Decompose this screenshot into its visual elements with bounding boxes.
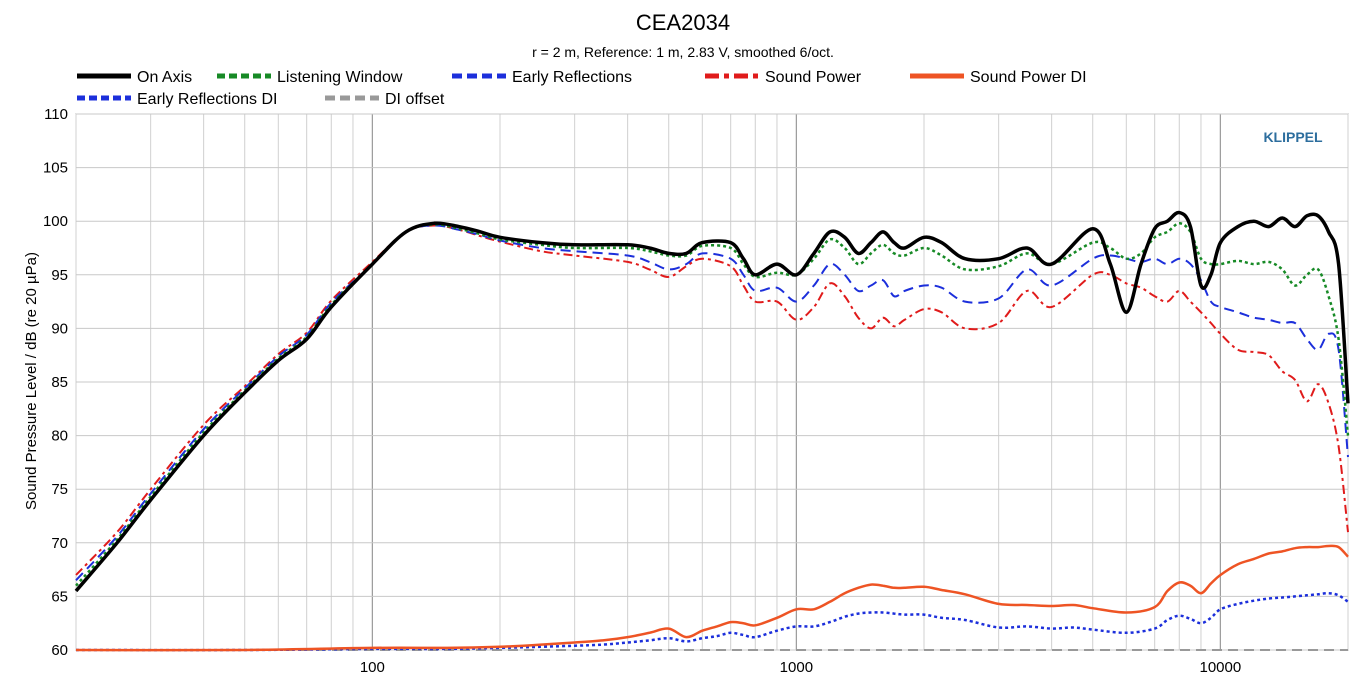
y-tick-label: 70	[51, 535, 68, 552]
x-ticks: 100 1000 10000	[360, 659, 1241, 676]
legend-item-early-reflections-di: Early Reflections DI	[77, 91, 278, 108]
legend-item-sound-power-di: Sound Power DI	[910, 69, 1087, 86]
y-ticks: 60 65 70 75 80 85 90 95 100 105 110	[43, 106, 68, 659]
legend-label: DI offset	[385, 91, 445, 108]
grid	[75, 113, 1349, 651]
series-group	[74, 210, 1350, 652]
legend-label: Early Reflections DI	[137, 91, 278, 108]
legend-label: Listening Window	[277, 69, 403, 86]
y-tick-label: 110	[44, 106, 68, 123]
series-line-sound-power-di	[75, 544, 1349, 652]
x-tick-label: 1000	[780, 659, 813, 676]
series-line-sound-power	[75, 224, 1349, 576]
legend-label: Early Reflections	[512, 69, 632, 86]
legend-item-early-reflections: Early Reflections	[452, 69, 632, 86]
series-line-early-reflections	[75, 224, 1349, 581]
legend-item-listening-window: Listening Window	[217, 69, 403, 86]
y-tick-label: 60	[51, 642, 68, 659]
y-tick-label: 80	[51, 428, 68, 445]
chart-title: CEA2034	[635, 10, 731, 35]
legend-item-sound-power: Sound Power	[705, 69, 862, 86]
watermark-text: KLIPPEL	[1263, 129, 1323, 145]
legend-label: On Axis	[137, 69, 192, 86]
y-axis-label: Sound Pressure Level / dB (re 20 µPa)	[23, 252, 40, 510]
legend-item-on-axis: On Axis	[77, 69, 192, 86]
legend-label: Sound Power	[765, 69, 862, 86]
x-tick-label: 10000	[1200, 659, 1242, 676]
series-line-early-reflections-di	[75, 591, 1349, 652]
series-line-on-axis	[74, 210, 1350, 593]
legend-label: Sound Power DI	[970, 69, 1087, 86]
y-tick-label: 95	[51, 267, 68, 284]
x-tick-label: 100	[360, 659, 385, 676]
series-line-listening-window	[75, 222, 1350, 587]
legend-item-di-offset: DI offset	[325, 91, 445, 108]
y-tick-label: 85	[51, 374, 68, 391]
y-tick-label: 65	[51, 588, 68, 605]
y-tick-label: 75	[51, 481, 68, 498]
y-tick-label: 100	[43, 213, 68, 230]
y-tick-label: 90	[51, 320, 68, 337]
legend: On Axis Listening Window Early Reflections…	[77, 69, 1087, 108]
y-tick-label: 105	[43, 160, 68, 177]
chart-subtitle: r = 2 m, Reference: 1 m, 2.83 V, smoothe…	[532, 44, 834, 60]
